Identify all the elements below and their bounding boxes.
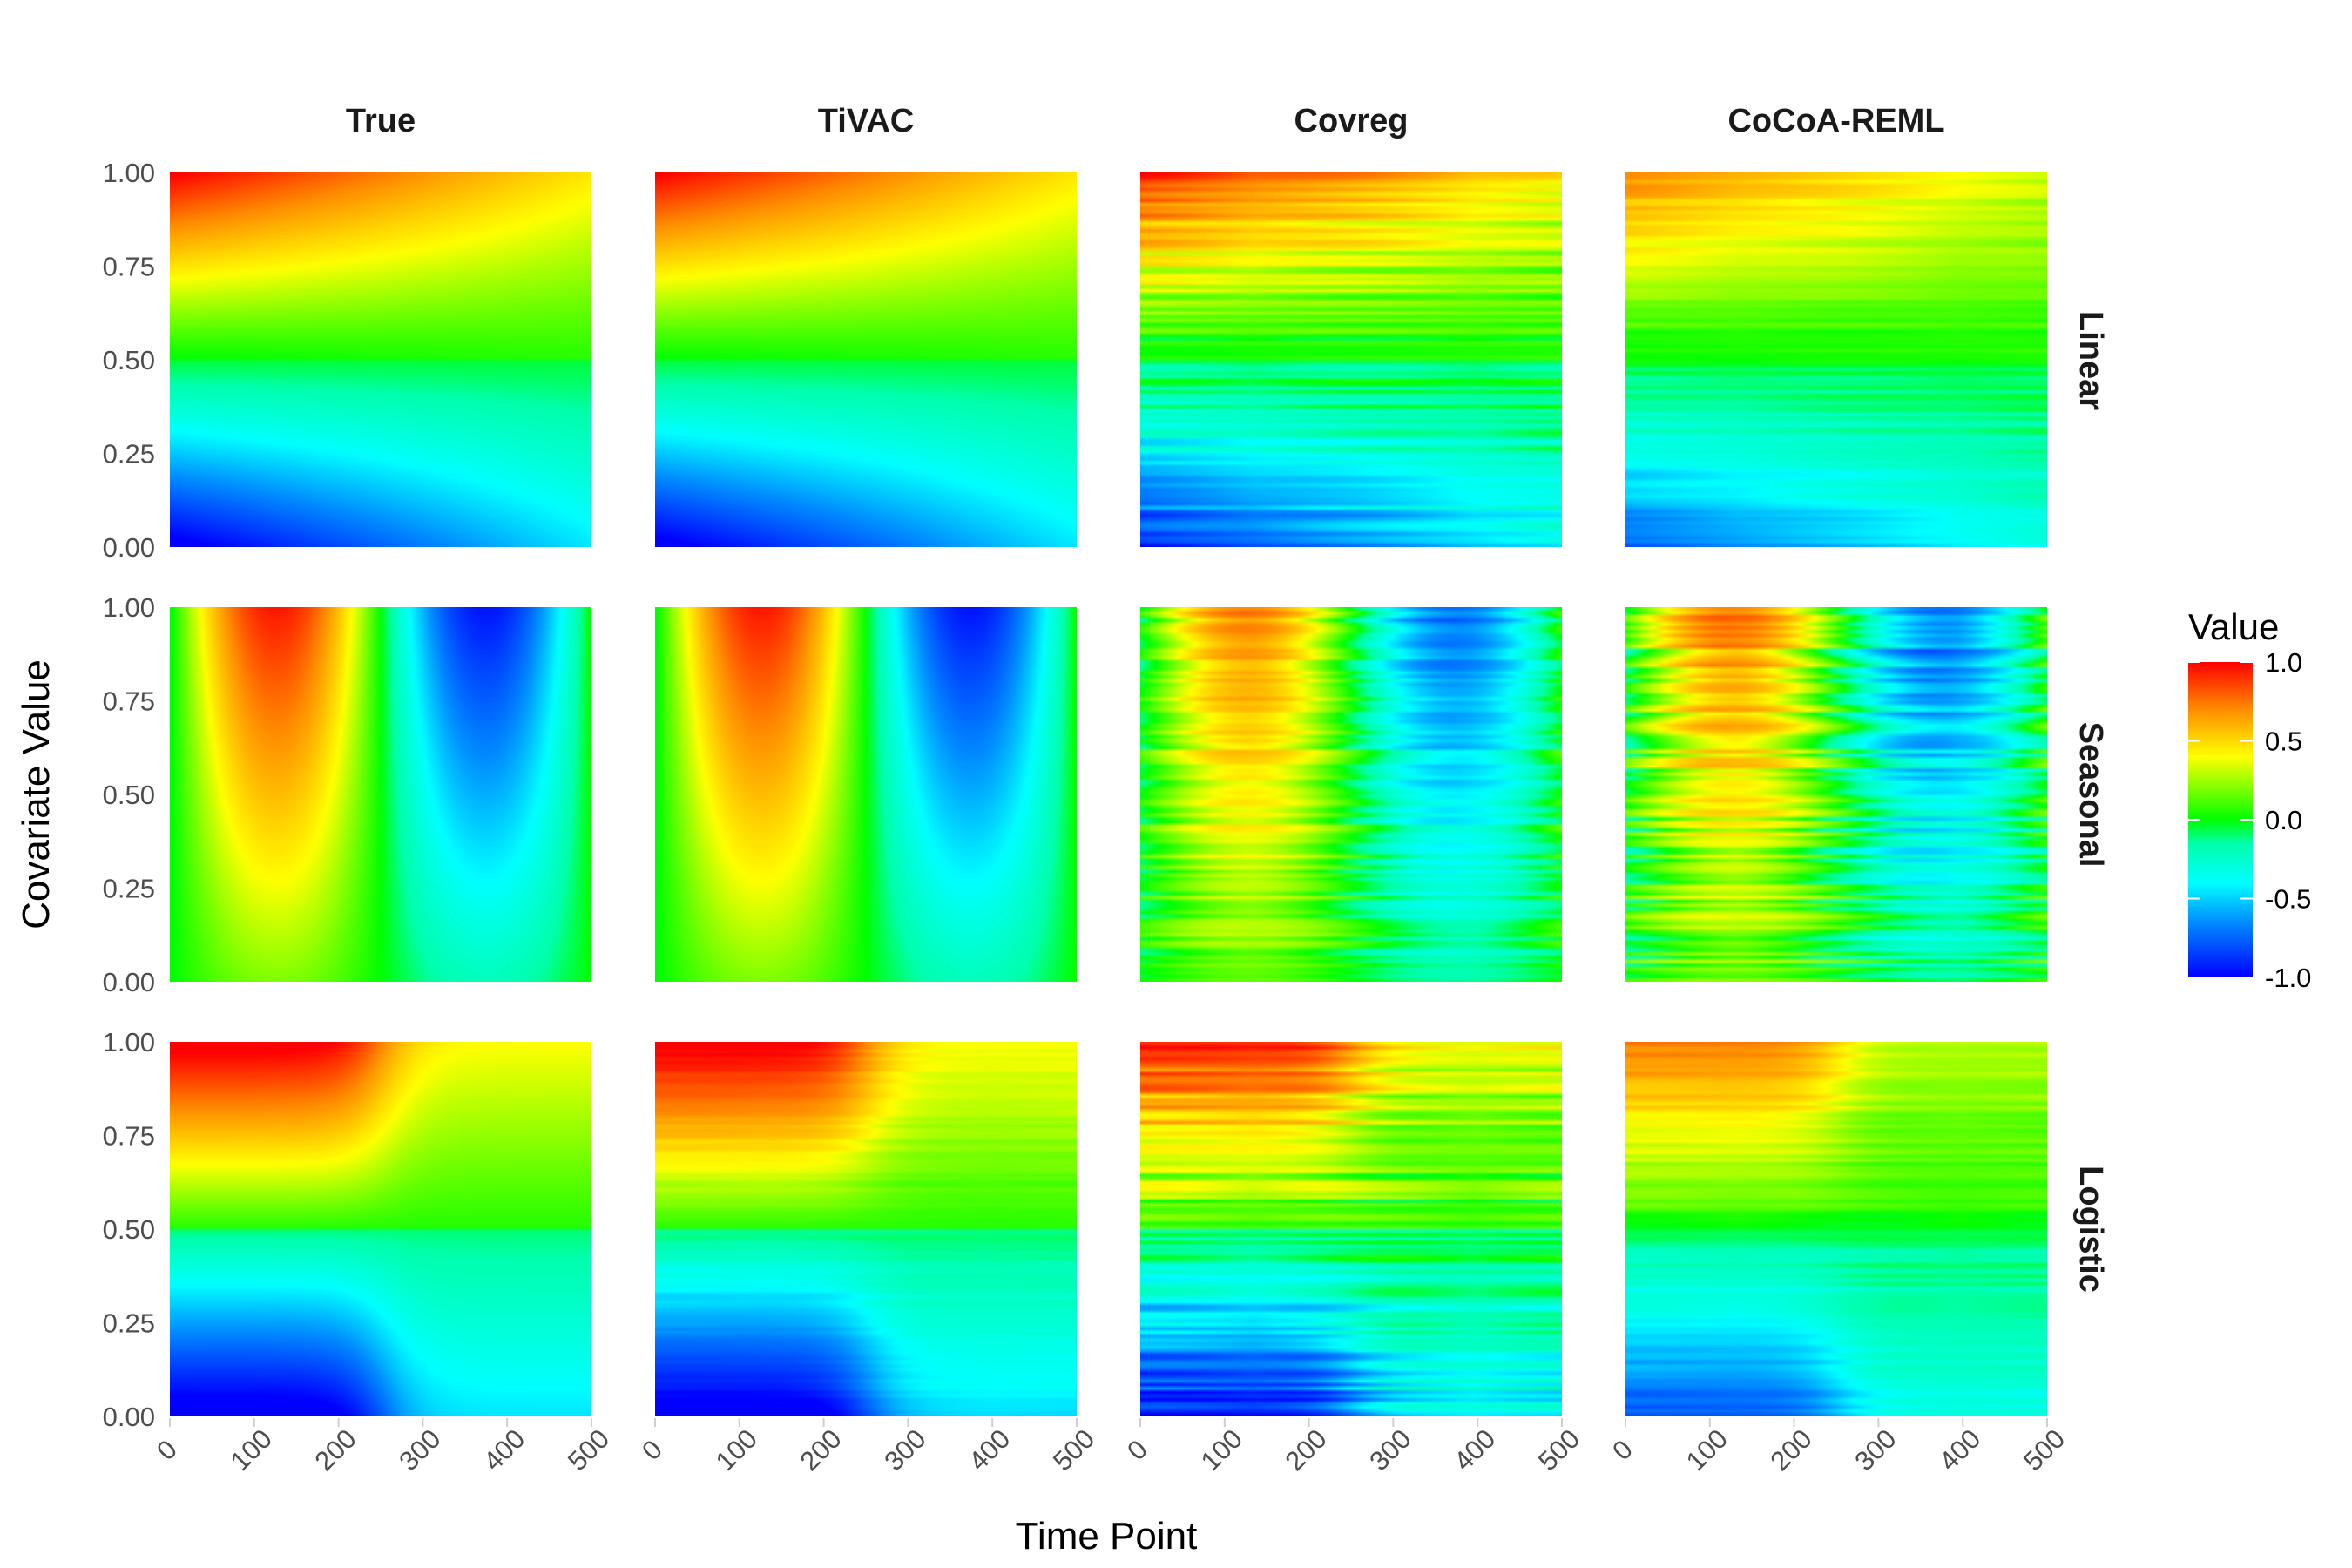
heatmap-panel-logistic-covreg — [1140, 1042, 1562, 1416]
legend-label: -1.0 — [2265, 963, 2311, 993]
x-tick-label: 0 — [1121, 1434, 1153, 1466]
heatmap-panel-seasonal-true — [170, 607, 591, 982]
y-tick-label: 0.75 — [103, 686, 155, 717]
x-tick-label: 100 — [1195, 1423, 1248, 1477]
column-title-covreg: Covreg — [1294, 103, 1409, 139]
y-tick-label: 1.00 — [103, 592, 155, 623]
x-tick-label: 0 — [636, 1434, 668, 1466]
x-tick-label: 500 — [1532, 1423, 1585, 1477]
y-axis-title: Covariate Value — [15, 659, 57, 929]
x-tick-label: 200 — [1280, 1423, 1333, 1477]
legend-title: Value — [2188, 606, 2279, 647]
heatmap-panel-logistic-true — [170, 1042, 591, 1416]
heatmap-panel-seasonal-tivac — [655, 607, 1077, 982]
y-tick-label: 0.50 — [103, 780, 155, 810]
y-tick-label: 0.00 — [103, 532, 155, 563]
heatmap-panel-linear-cocoa-reml — [1625, 172, 2047, 547]
row-title-seasonal: Seasonal — [2072, 722, 2109, 868]
y-tick-label: 0.50 — [103, 1214, 155, 1245]
y-tick-label: 0.25 — [103, 439, 155, 470]
y-tick-label: 0.75 — [103, 1121, 155, 1152]
y-tick-label: 1.00 — [103, 1027, 155, 1058]
heatmap-panel-linear-true — [170, 172, 591, 547]
heatmap-panel-linear-covreg — [1140, 172, 1562, 547]
x-tick-label: 500 — [2017, 1423, 2071, 1477]
heatmap-panel-logistic-tivac — [655, 1042, 1077, 1416]
heatmap-panel-seasonal-covreg — [1140, 607, 1562, 982]
heatmap-panel-linear-tivac — [655, 172, 1077, 547]
legend-label: 0.0 — [2265, 805, 2302, 835]
column-title-cocoa-reml: CoCoA-REML — [1727, 103, 1944, 139]
x-tick-label: 100 — [1680, 1423, 1734, 1477]
legend-label: 0.5 — [2265, 727, 2302, 757]
x-tick-label: 400 — [963, 1423, 1016, 1477]
x-tick-label: 100 — [225, 1423, 278, 1477]
y-tick-label: 0.00 — [103, 967, 155, 997]
x-tick-label: 400 — [1448, 1423, 1501, 1477]
heatmap-panel-logistic-cocoa-reml — [1625, 1042, 2047, 1416]
x-tick-label: 400 — [1933, 1423, 1986, 1477]
legend-label: 1.0 — [2265, 647, 2302, 678]
row-title-linear: Linear — [2072, 311, 2109, 410]
column-title-true: True — [346, 103, 416, 139]
x-tick-label: 200 — [794, 1423, 848, 1477]
x-tick-label: 500 — [1047, 1423, 1100, 1477]
x-tick-label: 300 — [393, 1423, 446, 1477]
x-tick-label: 400 — [477, 1423, 531, 1477]
y-tick-label: 0.25 — [103, 1308, 155, 1339]
legend-label: -0.5 — [2265, 884, 2311, 915]
y-tick-label: 0.00 — [103, 1402, 155, 1432]
x-tick-label: 500 — [562, 1423, 615, 1477]
row-title-logistic: Logistic — [2072, 1166, 2109, 1293]
x-tick-label: 200 — [1765, 1423, 1818, 1477]
x-axis-title: Time Point — [1016, 1515, 1198, 1558]
y-tick-label: 0.75 — [103, 252, 155, 282]
y-tick-label: 0.50 — [103, 345, 155, 375]
column-title-tivac: TiVAC — [818, 103, 915, 139]
y-tick-label: 0.25 — [103, 874, 155, 904]
x-tick-label: 300 — [1848, 1423, 1902, 1477]
x-tick-label: 300 — [878, 1423, 931, 1477]
y-tick-label: 1.00 — [103, 158, 155, 188]
heatmap-panel-seasonal-cocoa-reml — [1625, 607, 2047, 982]
x-tick-label: 200 — [309, 1423, 362, 1477]
x-tick-label: 0 — [1606, 1434, 1639, 1466]
x-tick-label: 300 — [1363, 1423, 1416, 1477]
x-tick-label: 0 — [151, 1434, 183, 1466]
x-tick-label: 100 — [710, 1423, 763, 1477]
